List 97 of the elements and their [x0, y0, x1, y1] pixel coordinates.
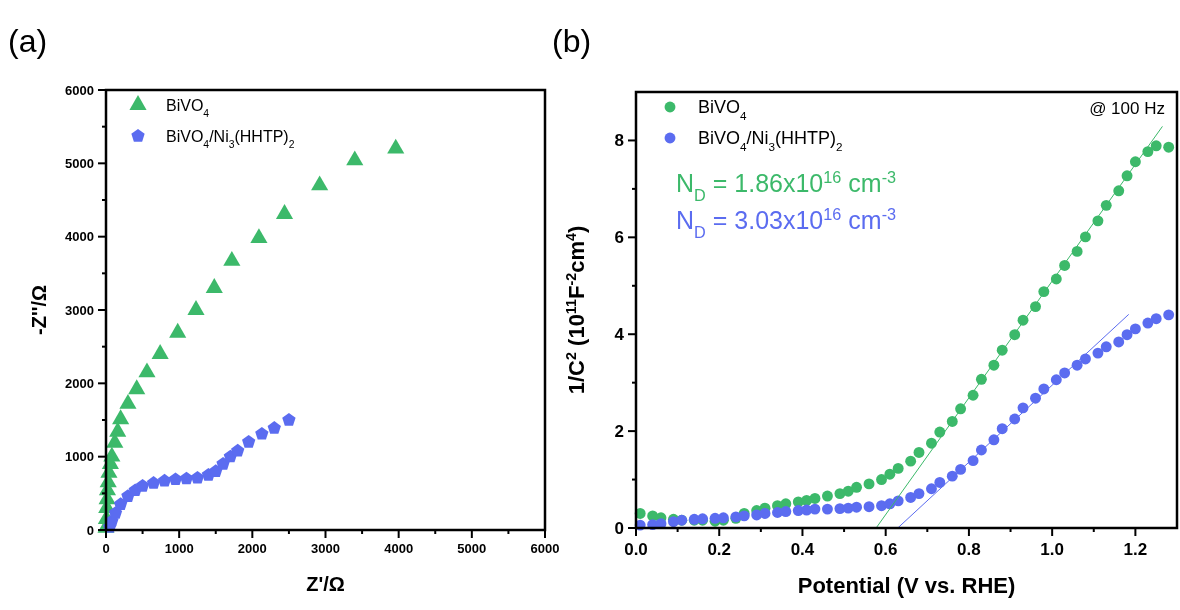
- x-tick-label: 1000: [164, 541, 194, 556]
- point: [1163, 309, 1175, 321]
- x-tick-label: 4000: [384, 541, 414, 556]
- x-axis-title: Z'/Ω: [306, 573, 345, 595]
- point: [242, 435, 256, 448]
- legend-label: BiVO$_{4}$/Ni$_{3}$(HHTP)$_{2}$: [698, 128, 843, 153]
- point: [275, 204, 294, 219]
- x-tick-label: 0.6: [873, 540, 898, 559]
- x-tick-label: 2000: [237, 541, 267, 556]
- y-tick-label: 6: [614, 228, 624, 248]
- x-tick-label: 6000: [530, 541, 560, 556]
- point: [135, 479, 150, 492]
- point: [151, 344, 169, 359]
- x-tick-label: 3000: [311, 541, 340, 556]
- point: [809, 503, 821, 515]
- point: [913, 446, 925, 458]
- point: [1142, 317, 1154, 329]
- point: [157, 473, 172, 487]
- chart-title: (b): [552, 23, 592, 59]
- point: [905, 455, 917, 467]
- point: [1092, 347, 1104, 359]
- chart-title: (a): [8, 23, 48, 59]
- point: [250, 228, 268, 244]
- point: [1121, 329, 1133, 341]
- point: [282, 413, 296, 426]
- y-tick-label: 1000: [65, 449, 94, 465]
- y-tick-label: 0: [614, 518, 624, 538]
- point: [1100, 341, 1112, 353]
- point: [851, 481, 863, 493]
- point: [179, 471, 194, 485]
- point: [892, 462, 904, 474]
- point: [851, 501, 863, 513]
- y-tick-label: 2000: [65, 375, 94, 391]
- y-tick-label: 4000: [65, 229, 94, 245]
- y-tick-label: 5000: [65, 155, 94, 171]
- y-tick-label: 6000: [65, 82, 94, 98]
- point: [1150, 140, 1162, 152]
- legend-label: BiVO$_{4}$: [698, 97, 748, 122]
- point: [346, 150, 364, 166]
- y-tick-label: 8: [614, 131, 624, 151]
- point: [168, 472, 183, 486]
- point: [190, 470, 205, 484]
- point: [913, 488, 925, 500]
- point: [255, 426, 269, 440]
- x-tick-label: 0.0: [624, 540, 648, 559]
- point: [113, 497, 128, 510]
- point: [209, 464, 223, 477]
- point: [934, 477, 946, 488]
- x-tick-label: 5000: [457, 541, 487, 556]
- point: [205, 278, 223, 293]
- point: [905, 492, 917, 503]
- point: [138, 362, 156, 378]
- x-axis-title: Potential (V vs. RHE): [797, 573, 1016, 598]
- x-tick-label: 1.0: [1040, 540, 1064, 559]
- point: [809, 493, 821, 504]
- point: [231, 443, 245, 457]
- point: [311, 175, 329, 191]
- point: [780, 506, 792, 517]
- legend-label: BiVO$_{4}$: [166, 96, 210, 119]
- point: [146, 476, 161, 489]
- point: [1129, 323, 1141, 335]
- point: [926, 483, 937, 495]
- point: [187, 300, 205, 315]
- point: [119, 393, 137, 409]
- point: [1113, 336, 1125, 348]
- point: [112, 409, 130, 425]
- x-tick-label: 0: [102, 541, 110, 556]
- y-tick-label: 0: [86, 522, 94, 538]
- point: [223, 250, 241, 266]
- annotation: @ 100 Hz: [1089, 99, 1165, 118]
- annotation: N$_{D}$ = 1.86x10$^{16}$ cm$^{-3}$: [676, 168, 897, 204]
- y-tick-label: 3000: [65, 302, 94, 318]
- y-tick-label: 4: [614, 325, 625, 345]
- point: [863, 478, 875, 490]
- point: [103, 446, 121, 462]
- point: [1163, 141, 1175, 153]
- point: [216, 457, 230, 470]
- point: [108, 506, 123, 519]
- x-tick-label: 0.4: [790, 540, 815, 559]
- y-axis-title: -Z''/Ω: [28, 285, 50, 335]
- point: [821, 490, 833, 502]
- point: [759, 508, 771, 519]
- x-tick-label: 0.2: [707, 540, 732, 559]
- annotation: N$_{D}$ = 3.03x10$^{16}$ cm$^{-3}$: [676, 205, 897, 241]
- point: [863, 501, 875, 513]
- point: [884, 468, 896, 480]
- point: [876, 474, 887, 485]
- point: [821, 503, 833, 515]
- point: [267, 421, 281, 434]
- point: [169, 322, 187, 338]
- legend-label: BiVO$_{4}$/Ni$_{3}$(HHTP)$_{2}$: [166, 127, 295, 150]
- point: [128, 379, 146, 395]
- y-tick-label: 2: [614, 422, 624, 442]
- x-tick-label: 1.2: [1123, 540, 1148, 559]
- point: [387, 138, 405, 154]
- point: [1150, 313, 1162, 325]
- x-tick-label: 0.8: [957, 540, 981, 559]
